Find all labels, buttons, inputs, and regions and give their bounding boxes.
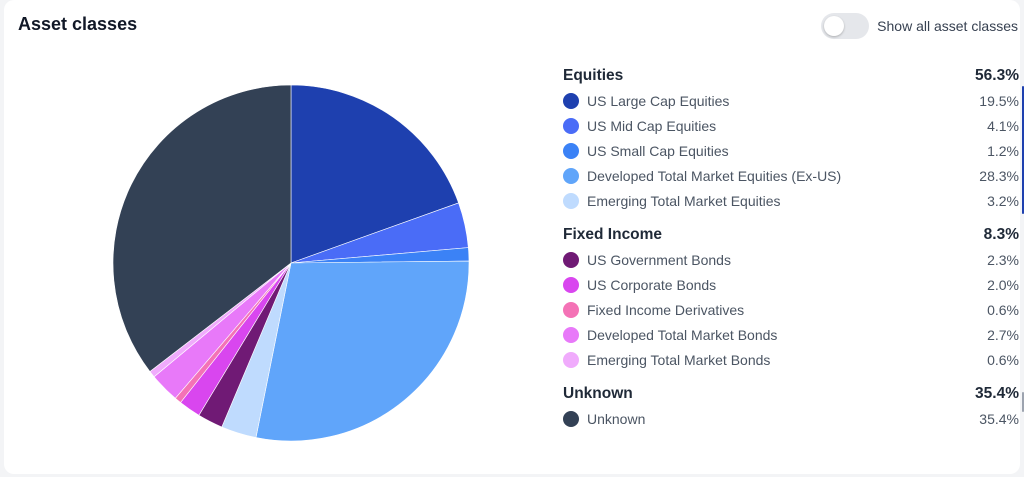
- legend-item-percent: 35.4%: [979, 410, 1019, 427]
- scroll-indicator: [1022, 86, 1024, 214]
- legend-item-label: Unknown: [587, 410, 646, 427]
- pie-slice[interactable]: [255, 260, 470, 442]
- legend-group: Fixed Income 8.3% US Government Bonds 2.3% U…: [563, 223, 1019, 372]
- legend-item-label: US Corporate Bonds: [587, 276, 717, 293]
- legend-swatch: [563, 251, 579, 268]
- card-title: Asset classes: [18, 14, 138, 34]
- legend-swatch: [563, 351, 579, 368]
- legend-group-header: Fixed Income 8.3%: [563, 223, 1019, 247]
- legend: Equities 56.3% US Large Cap Equities 19.5% U…: [563, 64, 1019, 441]
- legend-swatch: [563, 301, 579, 318]
- legend-group-name: Unknown: [563, 385, 633, 402]
- legend-item[interactable]: US Large Cap Equities 19.5%: [563, 88, 1019, 113]
- legend-item-label: Emerging Total Market Equities: [587, 192, 781, 209]
- legend-group-total: 8.3%: [983, 226, 1019, 243]
- legend-item-percent: 0.6%: [987, 351, 1019, 368]
- legend-swatch: [563, 167, 579, 184]
- toggle-label: Show all asset classes: [877, 18, 1018, 34]
- legend-item[interactable]: US Small Cap Equities 1.2%: [563, 138, 1019, 163]
- legend-item[interactable]: Unknown 35.4%: [563, 406, 1019, 431]
- legend-item-label: US Government Bonds: [587, 251, 731, 268]
- legend-item[interactable]: US Mid Cap Equities 4.1%: [563, 113, 1019, 138]
- legend-swatch: [563, 326, 579, 343]
- legend-item[interactable]: Emerging Total Market Equities 3.2%: [563, 188, 1019, 213]
- legend-item[interactable]: Developed Total Market Bonds 2.7%: [563, 322, 1019, 347]
- legend-item[interactable]: US Government Bonds 2.3%: [563, 247, 1019, 272]
- legend-item[interactable]: US Corporate Bonds 2.0%: [563, 272, 1019, 297]
- pie-chart: [110, 82, 472, 444]
- legend-item-percent: 1.2%: [987, 142, 1019, 159]
- legend-item-percent: 2.7%: [987, 326, 1019, 343]
- pie-slice[interactable]: [112, 84, 292, 372]
- legend-swatch: [563, 410, 579, 427]
- legend-item-label: Fixed Income Derivatives: [587, 301, 745, 318]
- legend-group: Unknown 35.4% Unknown 35.4%: [563, 382, 1019, 431]
- pie-slice[interactable]: [290, 84, 459, 264]
- scroll-indicator-lower: [1022, 392, 1024, 412]
- legend-swatch: [563, 192, 579, 209]
- legend-item-percent: 4.1%: [987, 117, 1019, 134]
- legend-item-percent: 28.3%: [979, 167, 1019, 184]
- legend-group-name: Fixed Income: [563, 226, 663, 243]
- legend-swatch: [563, 142, 579, 159]
- show-all-toggle-group: Show all asset classes: [821, 13, 1018, 39]
- legend-group: Equities 56.3% US Large Cap Equities 19.5% U…: [563, 64, 1019, 213]
- show-all-asset-classes-toggle[interactable]: [821, 13, 870, 39]
- legend-item[interactable]: Emerging Total Market Bonds 0.6%: [563, 347, 1019, 372]
- legend-group-total: 56.3%: [975, 67, 1019, 84]
- asset-classes-card: Asset classes Show all asset classes Equ…: [4, 0, 1024, 474]
- legend-item-percent: 19.5%: [979, 92, 1019, 109]
- legend-group-total: 35.4%: [975, 385, 1019, 402]
- legend-item-percent: 0.6%: [987, 301, 1019, 318]
- legend-item-label: US Small Cap Equities: [587, 142, 729, 159]
- pie-chart-svg: [112, 84, 470, 442]
- legend-item-label: US Large Cap Equities: [587, 92, 730, 109]
- legend-item-percent: 2.3%: [987, 251, 1019, 268]
- legend-item-label: US Mid Cap Equities: [587, 117, 717, 134]
- legend-group-header: Equities 56.3%: [563, 64, 1019, 88]
- legend-swatch: [563, 92, 579, 109]
- legend-swatch: [563, 117, 579, 134]
- legend-group-name: Equities: [563, 67, 624, 84]
- legend-item[interactable]: Developed Total Market Equities (Ex-US) 2…: [563, 163, 1019, 188]
- legend-item-percent: 2.0%: [987, 276, 1019, 293]
- legend-item-label: Developed Total Market Equities (Ex-US): [587, 167, 842, 184]
- legend-item-label: Developed Total Market Bonds: [587, 326, 778, 343]
- toggle-knob: [824, 16, 845, 36]
- legend-item-label: Emerging Total Market Bonds: [587, 351, 771, 368]
- legend-group-header: Unknown 35.4%: [563, 382, 1019, 406]
- legend-item[interactable]: Fixed Income Derivatives 0.6%: [563, 297, 1019, 322]
- legend-swatch: [563, 276, 579, 293]
- legend-item-percent: 3.2%: [987, 192, 1019, 209]
